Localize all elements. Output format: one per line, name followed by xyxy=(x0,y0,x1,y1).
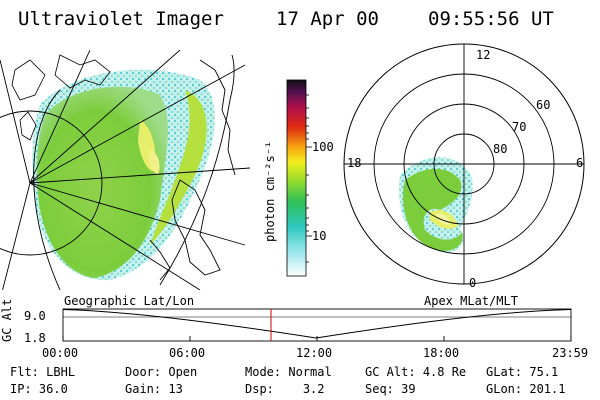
lat-label-70: 70 xyxy=(512,120,527,134)
polar-plot xyxy=(343,43,585,285)
left-panel-title: Geographic Lat/Lon xyxy=(64,294,195,308)
mlt-label-18: 18 xyxy=(347,156,362,170)
status-flt: Flt: LBHL xyxy=(10,365,76,379)
x-tick-2: 12:00 xyxy=(296,346,333,360)
x-tick-1: 06:00 xyxy=(169,346,206,360)
colorbar-tick-100: 100 xyxy=(312,140,334,154)
status-mode: Mode: Normal xyxy=(245,365,332,379)
timeline-plot xyxy=(62,308,572,342)
y-axis-label: GC Alt xyxy=(0,298,14,342)
mlt-label-6: 6 xyxy=(576,156,584,170)
status-seq: Seq: 39 xyxy=(365,382,416,396)
x-tick-3: 18:00 xyxy=(423,346,460,360)
lat-label-80: 80 xyxy=(493,142,508,156)
x-tick-4: 23:59 xyxy=(552,346,589,360)
status-door: Door: Open xyxy=(125,365,198,379)
geographic-image xyxy=(0,50,250,290)
colorbar-ticks xyxy=(306,94,312,263)
instrument-title: Ultraviolet Imager xyxy=(18,8,224,30)
status-gc-alt: GC Alt: 4.8 Re xyxy=(365,365,467,379)
x-tick-0: 00:00 xyxy=(42,346,79,360)
mlt-label-12: 12 xyxy=(476,48,491,62)
y-tick-max: 9.0 xyxy=(24,309,46,323)
right-panel-title: Apex MLat/MLT xyxy=(424,294,518,308)
time-label: 09:55:56 UT xyxy=(428,8,554,30)
colorbar-tick-10: 10 xyxy=(312,229,327,243)
lat-label-60: 60 xyxy=(536,98,551,112)
colorbar xyxy=(286,79,307,277)
mlt-label-0: 0 xyxy=(469,276,477,290)
y-tick-min: 1.8 xyxy=(24,331,46,345)
status-gain: Gain: 13 xyxy=(125,382,183,396)
status-glon: GLon: 201.1 xyxy=(486,382,566,396)
status-dsp: Dsp: 3.2 xyxy=(245,382,325,396)
date-label: 17 Apr 00 xyxy=(276,8,379,30)
status-glat: GLat: 75.1 xyxy=(486,365,559,379)
status-ip: IP: 36.0 xyxy=(10,382,68,396)
colorbar-unit-label: photon cm⁻²s⁻¹ xyxy=(263,140,277,242)
